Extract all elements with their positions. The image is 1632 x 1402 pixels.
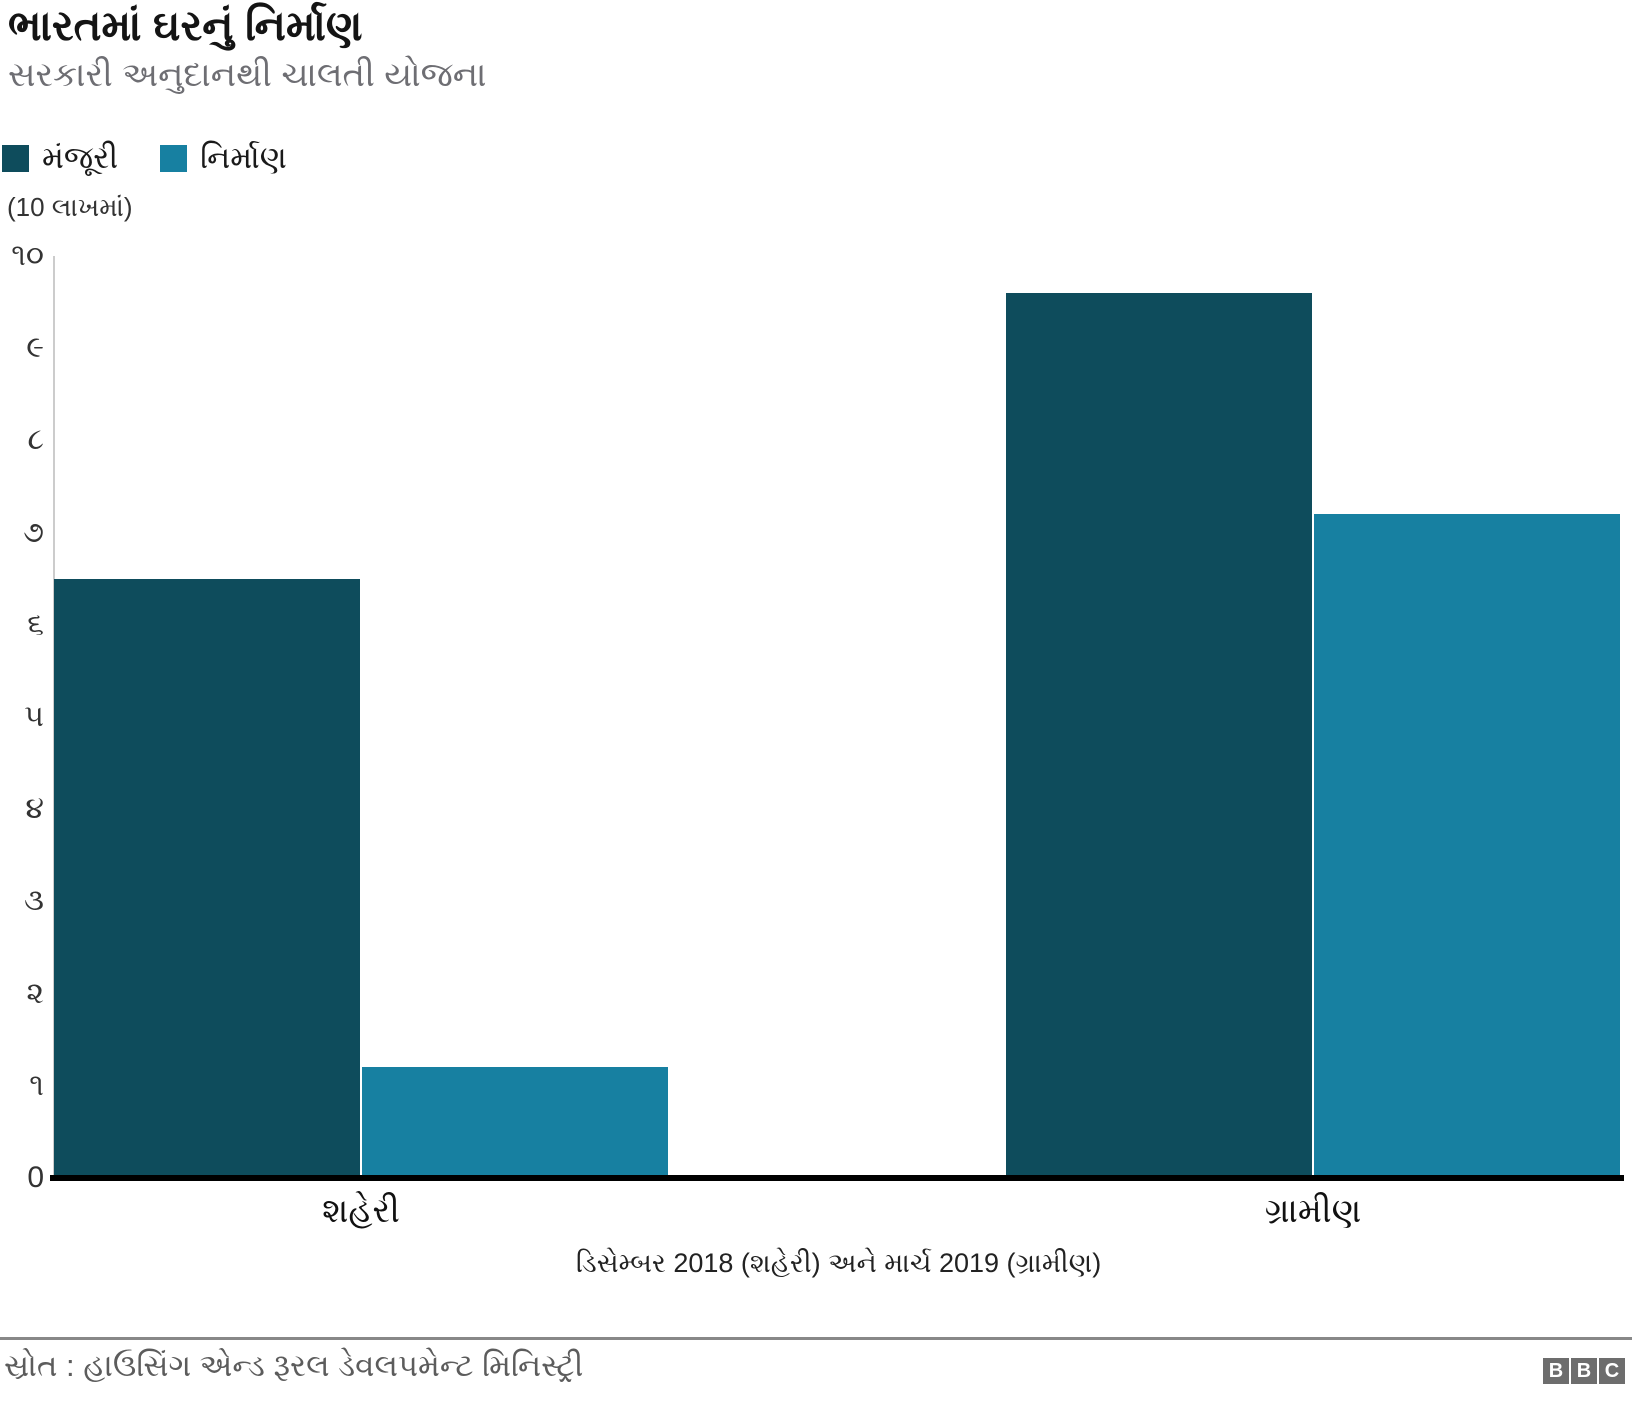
chart-subtitle: સરકારી અનુદાનથી ચાલતી યોજના [8,56,487,94]
chart-title: ભારતમાં ઘરનું નિર્માણ [8,2,363,49]
x-axis-caption: ડિસેમ્બર 2018 (શહેરી) અને માર્ચ 2019 (ગ્… [575,1248,1102,1278]
y-axis-tick-labels: ૧૦ ૯ ૮ ૭ ૬ ૫ ૪ ૩ ૨ ૧ 0 [0,241,45,1193]
plot-area [53,256,1624,1178]
bbc-logo-block: C [1599,1358,1625,1384]
bbc-logo-block: B [1543,1358,1569,1384]
legend-label: મંજૂરી [42,140,119,175]
y-tick-label: ૯ [26,331,44,365]
legend-item-0: મંજૂરી [2,140,118,177]
y-tick-label: ૫ [24,700,44,733]
footer-divider [0,1337,1632,1340]
legend-label: નિર્માણ [200,140,287,175]
y-tick-label: ૧ [29,1068,44,1102]
y-tick-label: ૬ [27,607,44,641]
y-tick-label: ૮ [27,423,45,457]
bar-0-0 [54,579,360,1178]
source-label: સ્રોત : હાઉસિંગ એન્ડ રૂરલ ડેવલપમેન્ટ મિન… [4,1348,584,1383]
x-category-labels: શહેરી ગ્રામીણ [53,1192,1624,1238]
bbc-logo-block: B [1571,1358,1597,1384]
x-category-label: શહેરી [322,1192,400,1230]
y-axis-unit-label: (10 લાખમાં) [7,192,133,222]
bar-0-1 [362,1067,668,1178]
y-tick-label: ૪ [25,792,44,826]
x-axis-line [50,1175,1624,1181]
x-category-label: ગ્રામીણ [1264,1192,1362,1230]
y-tick-label: ૩ [24,884,44,918]
y-tick-label: 0 [27,1161,44,1194]
legend-item-1: નિર્માણ [160,140,287,177]
legend-swatch-icon [2,145,29,172]
y-tick-label: ૨ [26,976,44,1010]
legend: મંજૂરી નિર્માણ [2,140,287,177]
y-tick-label: ૧૦ [11,239,44,272]
bar-1-0 [1006,293,1312,1178]
bar-1-1 [1314,514,1620,1178]
legend-swatch-icon [160,145,188,172]
y-tick-label: ૭ [23,515,44,549]
